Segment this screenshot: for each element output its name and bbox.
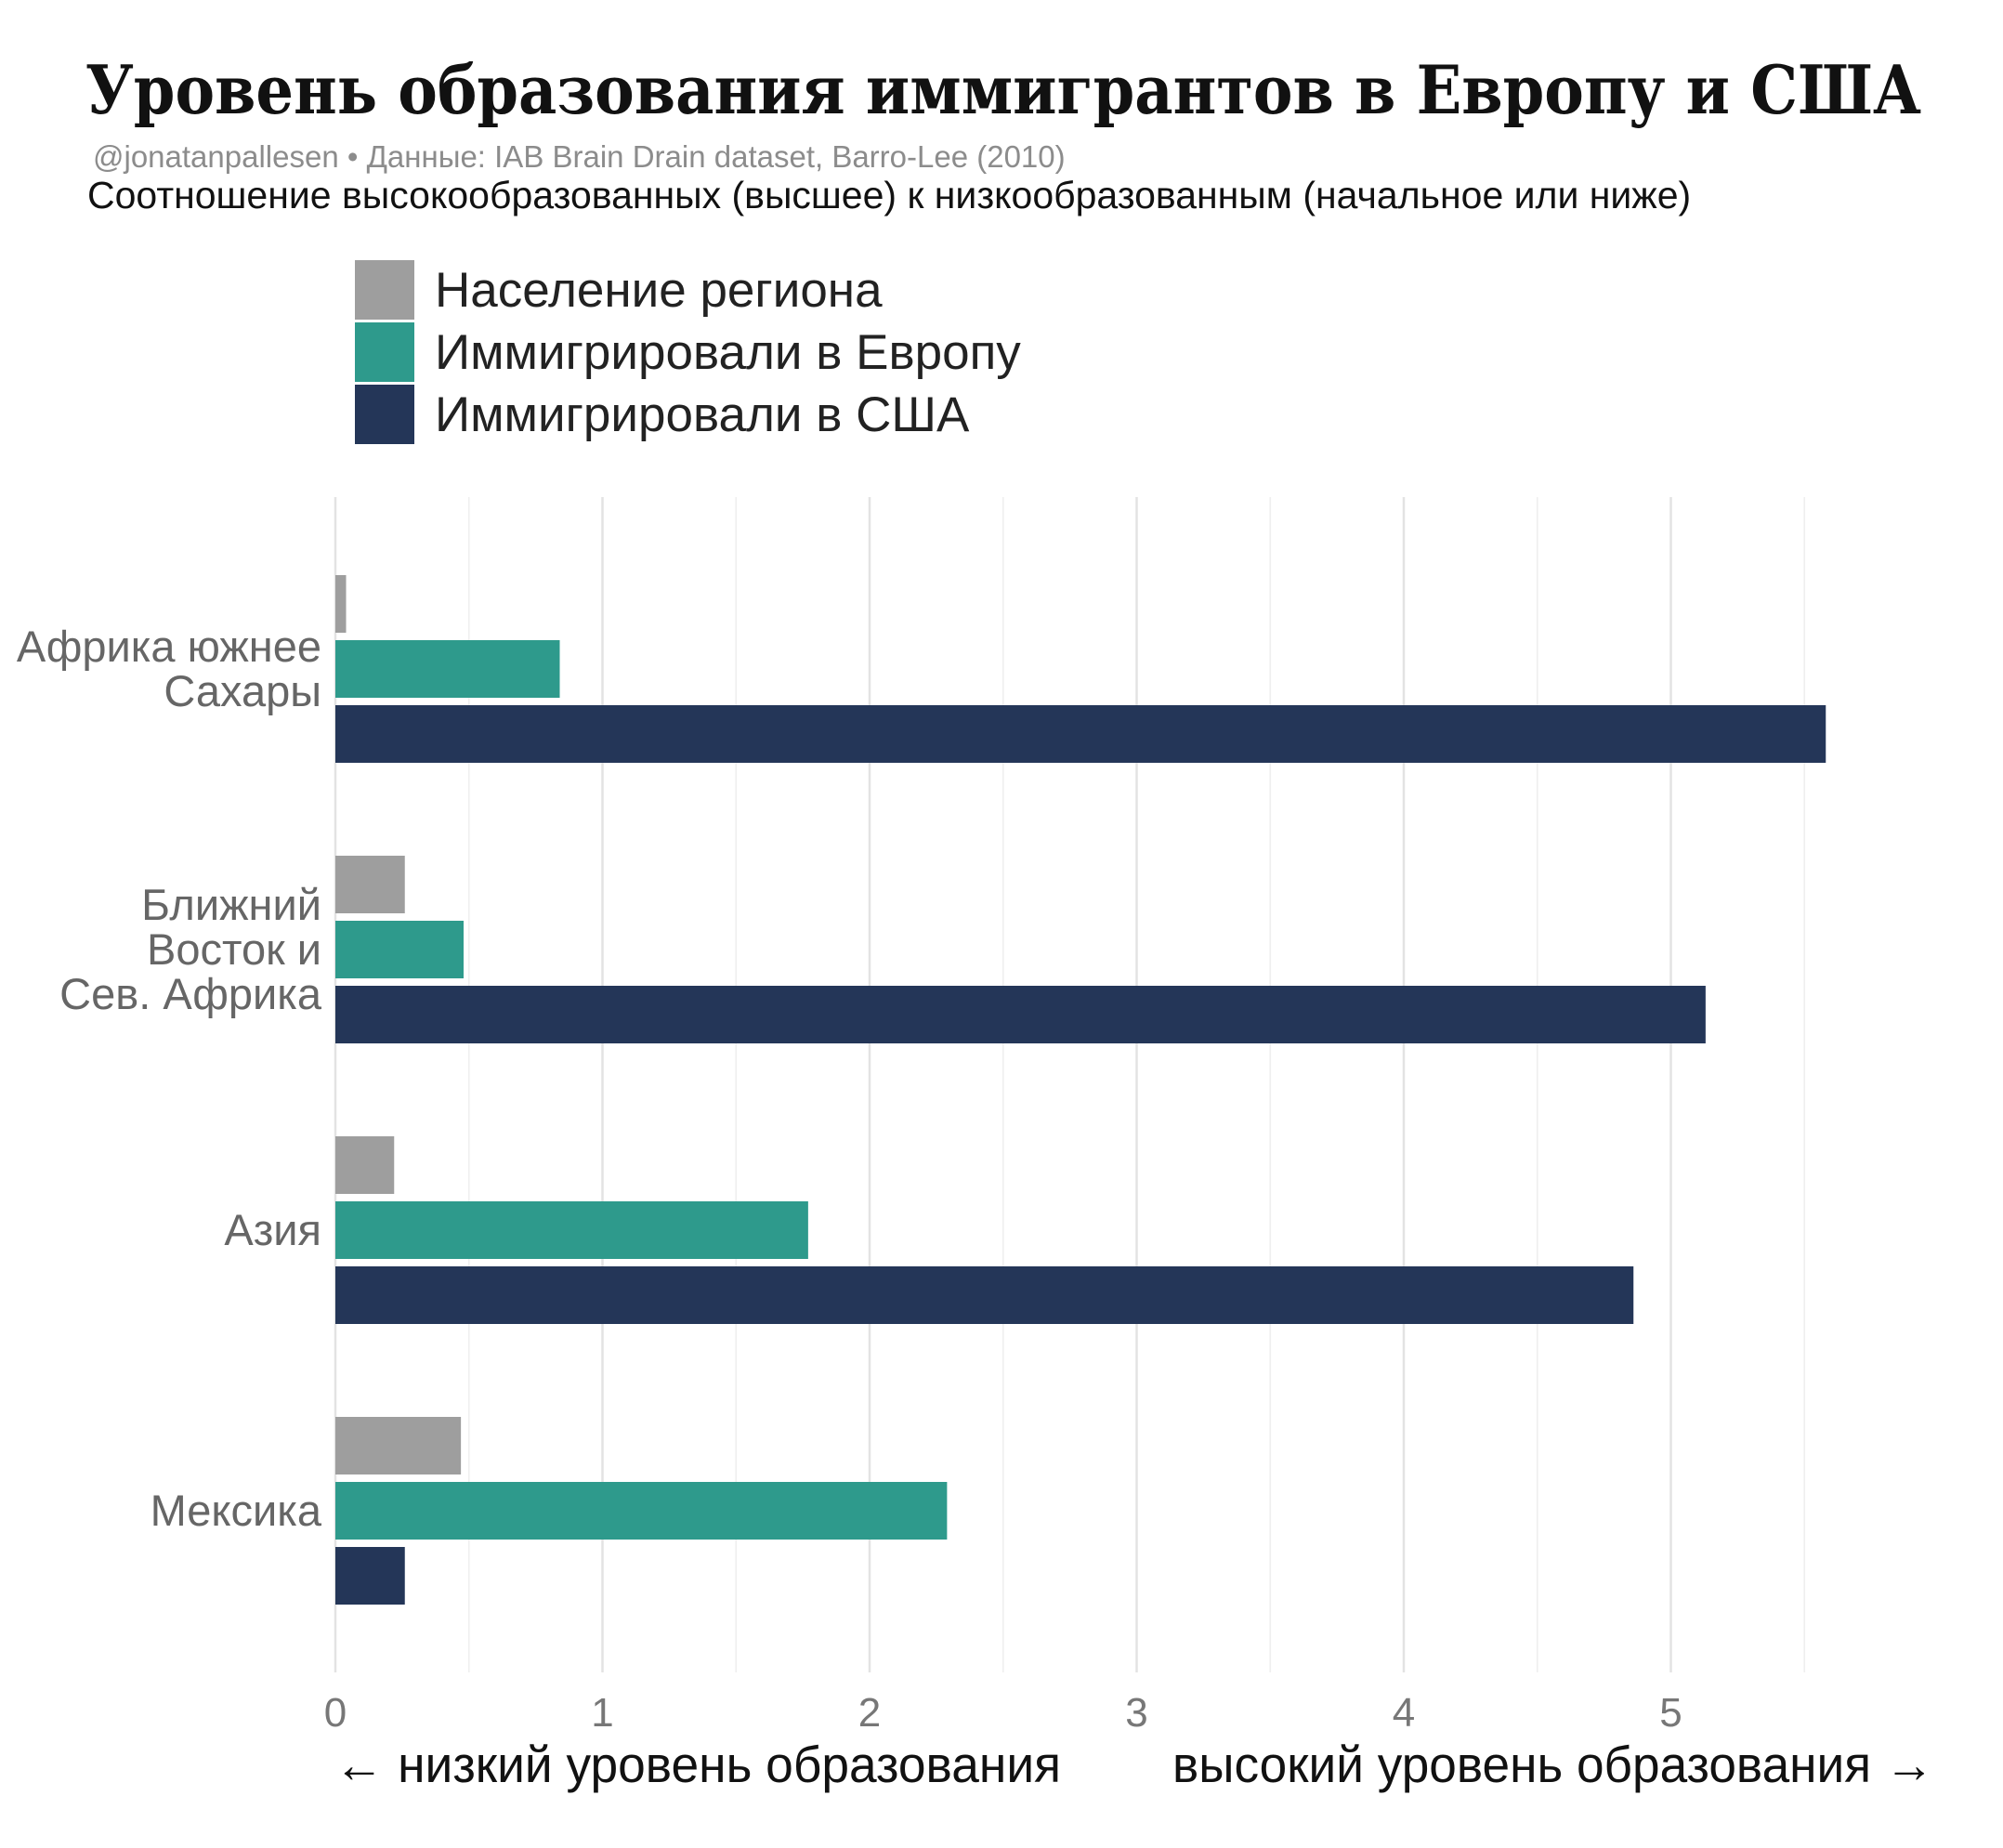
bars: [335, 575, 1826, 1605]
bar: [335, 1266, 1634, 1324]
bar: [335, 1417, 462, 1474]
x-tick-label: 1: [591, 1690, 613, 1736]
x-tick-label: 0: [324, 1690, 347, 1736]
axis-note-high: высокий уровень образования →: [1172, 1736, 1934, 1793]
bar: [335, 1136, 395, 1194]
bar: [335, 705, 1826, 763]
legend-label: Иммигрировали в Европу: [435, 325, 1021, 380]
legend-label: Иммигрировали в США: [435, 387, 970, 442]
bar: [335, 986, 1706, 1043]
axis-note-low: ← низкий уровень образования: [334, 1736, 1061, 1793]
category-label: Мексика: [151, 1486, 322, 1535]
category-label: Восток и: [147, 924, 321, 974]
category-label: Азия: [224, 1205, 321, 1254]
bar: [335, 856, 405, 913]
category-label: Ближний: [141, 880, 321, 929]
legend-swatch: [355, 260, 414, 320]
chart-title: Уровень образования иммигрантов в Европу…: [85, 50, 1921, 129]
category-label: Сев. Африка: [59, 969, 322, 1018]
x-tick-label: 4: [1393, 1690, 1415, 1736]
x-tick-label: 2: [858, 1690, 881, 1736]
bar: [335, 640, 560, 698]
bar: [335, 1547, 405, 1605]
x-tick-label: 3: [1125, 1690, 1147, 1736]
chart-subtitle: Соотношение высокообразованных (высшее) …: [87, 174, 1691, 216]
bar: [335, 921, 464, 978]
category-label: Африка южнее: [17, 622, 321, 671]
grid: [334, 497, 1806, 1672]
bar: [335, 1201, 808, 1259]
bar: [335, 575, 347, 633]
x-tick-label: 5: [1659, 1690, 1682, 1736]
chart-caption: @jonatanpallesen • Данные: IAB Brain Dra…: [93, 139, 1066, 174]
legend-swatch: [355, 385, 414, 444]
legend-swatch: [355, 322, 414, 382]
bar: [335, 1482, 948, 1540]
x-tick-labels: 0 1 2 3 4 5: [324, 1690, 1682, 1736]
category-label: Сахары: [164, 666, 321, 715]
legend: Население региона Иммигрировали в Европу И…: [355, 260, 1021, 444]
legend-label: Население региона: [435, 263, 883, 318]
